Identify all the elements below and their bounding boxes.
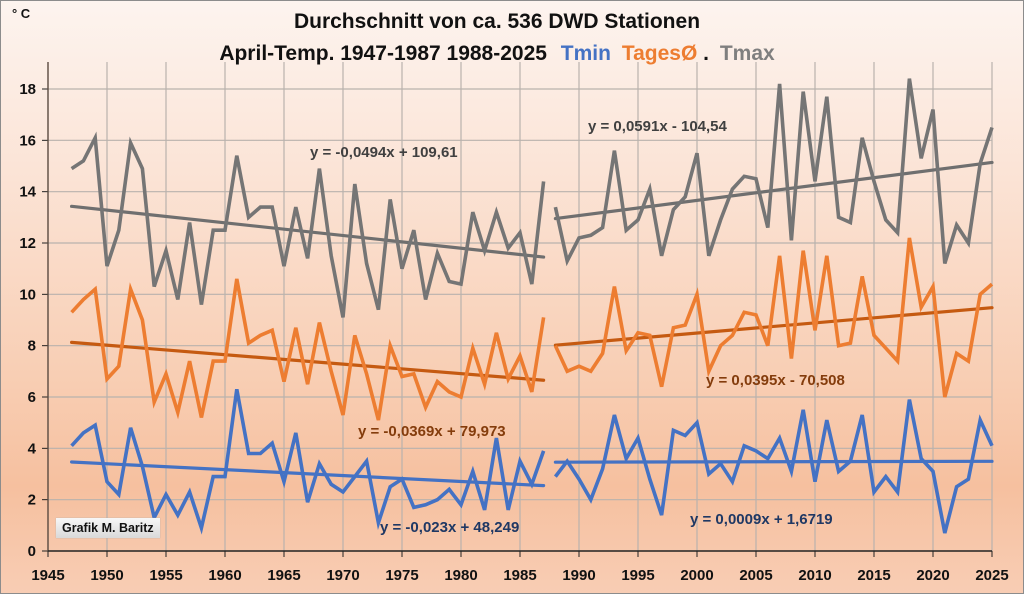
x-tick-label: 1980 — [444, 567, 477, 584]
y-tick-label: 10 — [19, 286, 36, 303]
subtitle-periods: April-Temp. 1947-1987 1988-2025 — [219, 42, 547, 65]
x-tick-label: 1965 — [267, 567, 300, 584]
y-tick-label: 4 — [28, 440, 37, 457]
legend-tmin: Tmin — [561, 42, 611, 65]
series-line-tagesmittel-2 — [553, 237, 994, 398]
y-tick-label: 16 — [19, 132, 36, 149]
trend-equation-label: y = -0,023x + 48,249 — [380, 519, 519, 536]
x-tick-label: 2010 — [798, 567, 831, 584]
y-axis-unit-label: ° C — [12, 6, 31, 21]
y-tick-label: 6 — [28, 389, 36, 406]
y-tick-label: 14 — [19, 184, 36, 201]
x-tick-label: 1990 — [562, 567, 595, 584]
trend-equation-label: y = -0,0494x + 109,61 — [310, 144, 458, 161]
trendline-tmax-2 — [553, 160, 994, 221]
series-line-tmin-2 — [553, 399, 994, 534]
chart-subtitle: April-Temp. 1947-1987 1988-2025 Tmin Tag… — [219, 42, 775, 65]
credit-label: Grafik M. Baritz — [56, 518, 160, 538]
x-tick-label: 2020 — [916, 567, 949, 584]
x-tick-label: 1950 — [90, 567, 123, 584]
x-tick-label: 1985 — [503, 567, 536, 584]
chart-title: Durchschnitt von ca. 536 DWD Stationen — [294, 10, 700, 33]
y-tick-label: 12 — [19, 235, 36, 252]
legend-dot: . — [703, 42, 709, 65]
x-tick-label: 1995 — [621, 567, 654, 584]
trend-equation-label: y = 0,0395x - 70,508 — [706, 372, 845, 389]
legend-tagesmittel: TagesØ — [622, 42, 697, 65]
x-tick-label: 1970 — [326, 567, 359, 584]
x-tick-label: 2015 — [857, 567, 890, 584]
trend-equation-label: y = 0,0009x + 1,6719 — [690, 511, 833, 528]
trend-equation-label: y = -0,0369x + 79,973 — [358, 423, 506, 440]
series-line-tmin-1 — [70, 388, 546, 535]
series-lines — [70, 78, 994, 535]
x-tick-label: 2005 — [739, 567, 772, 584]
trend-equations: y = -0,0494x + 109,61 y = 0,0591x - 104,5… — [310, 118, 845, 536]
y-tick-label: 8 — [28, 338, 36, 355]
x-tick-label: 1975 — [385, 567, 418, 584]
x-tick-label: 1960 — [208, 567, 241, 584]
y-tick-label: 2 — [28, 492, 36, 509]
y-tick-label: 18 — [19, 81, 36, 98]
x-tick-label: 2025 — [975, 567, 1008, 584]
x-tick-label: 2000 — [680, 567, 713, 584]
x-tick-label: 1945 — [31, 567, 64, 584]
y-tick-label: 0 — [28, 543, 36, 560]
gridlines — [48, 62, 993, 551]
trend-lines — [69, 160, 994, 488]
trend-equation-label: y = 0,0591x - 104,54 — [588, 118, 728, 135]
axes — [42, 62, 993, 557]
series-line-tagesmittel-1 — [70, 278, 546, 421]
x-tick-label: 1955 — [149, 567, 182, 584]
trendline-tagesmittel-2 — [553, 306, 994, 347]
trendline-tmin-2 — [553, 459, 994, 464]
legend-tmax: Tmax — [720, 42, 775, 65]
series-line-tmax-2 — [553, 78, 994, 267]
trendline-tmin-1 — [69, 460, 546, 488]
tick-labels: 0 2 4 6 8 10 12 14 16 18 1945 1950 1955 1960 1965 1970 1… — [19, 81, 1008, 584]
series-line-tmax-1 — [70, 131, 546, 318]
trendline-tmax-1 — [69, 204, 546, 259]
